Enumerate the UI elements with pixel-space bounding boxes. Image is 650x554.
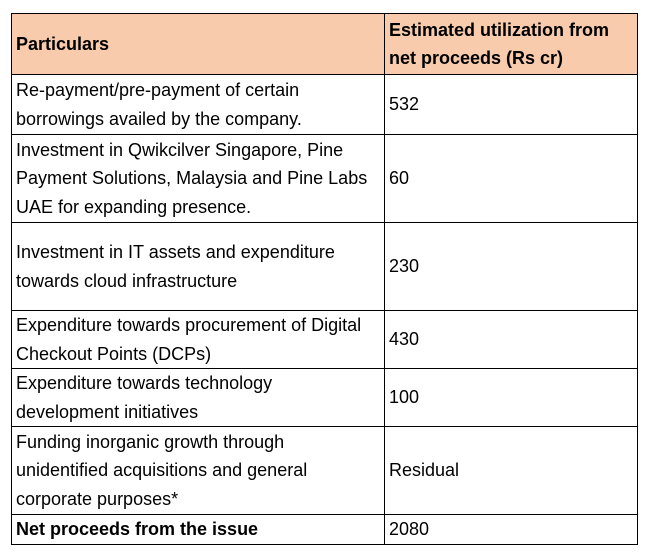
row-particular: Re-payment/pre-payment of certain borrow… — [11, 74, 385, 135]
table-row: Funding inorganic growth through unident… — [11, 426, 638, 515]
row-amount: 60 — [384, 134, 638, 223]
row-amount: Residual — [384, 426, 638, 515]
table-row: Expenditure towards technology developme… — [11, 368, 638, 427]
row-particular: Investment in Qwikcilver Singapore, Pine… — [11, 134, 385, 223]
total-row: Net proceeds from the issue 2080 — [11, 514, 638, 545]
row-particular: Investment in IT assets and expenditure … — [11, 222, 385, 311]
table-header-row: Particulars Estimated utilization from n… — [11, 13, 638, 75]
row-amount: 532 — [384, 74, 638, 135]
row-particular: Expenditure towards technology developme… — [11, 368, 385, 427]
row-particular: Funding inorganic growth through unident… — [11, 426, 385, 515]
row-amount: 100 — [384, 368, 638, 427]
row-amount: 430 — [384, 310, 638, 369]
table-row: Expenditure towards procurement of Digit… — [11, 310, 638, 369]
header-estimated-utilization: Estimated utilization from net proceeds … — [384, 13, 638, 75]
header-particulars: Particulars — [11, 13, 385, 75]
row-particular: Expenditure towards procurement of Digit… — [11, 310, 385, 369]
table-row: Investment in IT assets and expenditure … — [11, 222, 638, 311]
proceeds-utilization-table: Particulars Estimated utilization from n… — [11, 13, 638, 545]
table-row: Investment in Qwikcilver Singapore, Pine… — [11, 134, 638, 223]
row-amount: 230 — [384, 222, 638, 311]
total-amount: 2080 — [384, 514, 638, 545]
table-row: Re-payment/pre-payment of certain borrow… — [11, 74, 638, 135]
total-label: Net proceeds from the issue — [11, 514, 385, 545]
